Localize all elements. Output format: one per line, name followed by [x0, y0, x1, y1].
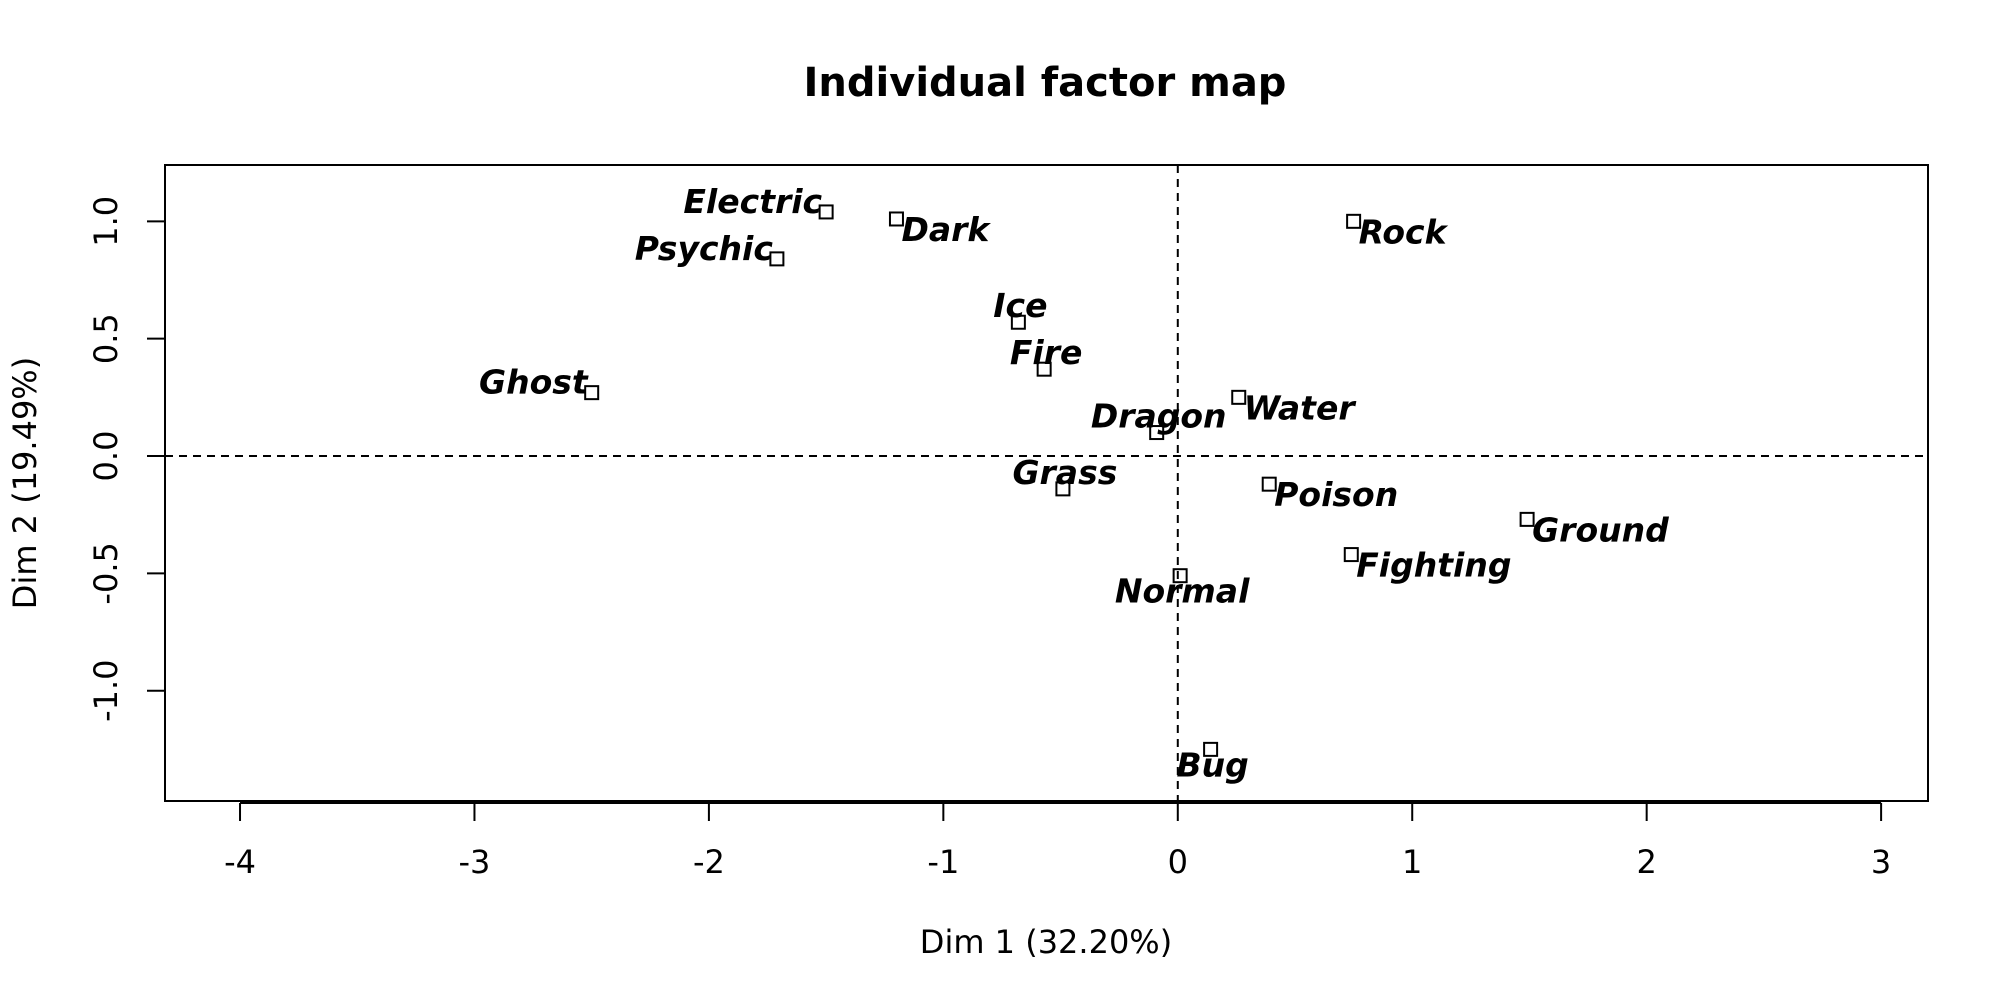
- x-axis-label: Dim 1 (32.20%): [920, 923, 1172, 961]
- y-tick-label: -1.0: [87, 659, 125, 721]
- point-fire: Fire: [1010, 333, 1083, 377]
- point-marker: [1203, 741, 1219, 757]
- point-marker: [1172, 568, 1188, 584]
- point-fighting: Fighting: [1343, 546, 1511, 585]
- point-label: Fighting: [1356, 546, 1511, 585]
- x-tick-label: 1: [1402, 843, 1422, 881]
- point-marker: [1036, 361, 1052, 377]
- y-tick-label: -0.5: [87, 542, 125, 604]
- x-tick-label: 2: [1636, 843, 1656, 881]
- point-marker: [769, 251, 785, 267]
- point-marker: [1343, 547, 1359, 563]
- point-marker: [1231, 389, 1247, 405]
- point-electric: Electric: [683, 182, 834, 221]
- point-label: Ground: [1532, 510, 1669, 549]
- point-label: Ice: [993, 286, 1047, 325]
- point-ice: Ice: [993, 286, 1047, 330]
- point-marker: [1261, 476, 1277, 492]
- point-dark: Dark: [888, 210, 991, 249]
- y-axis: 1.0 0.5 0.0 -0.5 -1.0: [87, 196, 166, 722]
- y-tick-label: 1.0: [87, 196, 125, 247]
- point-bug: Bug: [1176, 741, 1249, 784]
- point-label: Fire: [1010, 333, 1083, 372]
- x-tick-label: -1: [927, 843, 959, 881]
- point-marker: [584, 385, 600, 401]
- point-label: Grass: [1012, 453, 1117, 492]
- point-marker: [1519, 511, 1535, 527]
- point-marker: [1055, 481, 1071, 497]
- point-normal: Normal: [1115, 568, 1250, 611]
- x-tick-label: -3: [459, 843, 491, 881]
- point-poison: Poison: [1261, 475, 1398, 514]
- point-label: Psychic: [635, 229, 774, 268]
- x-tick-label: -2: [693, 843, 725, 881]
- point-label: Dragon: [1091, 397, 1227, 436]
- point-grass: Grass: [1012, 453, 1117, 497]
- point-label: Poison: [1274, 475, 1398, 514]
- point-water: Water: [1231, 388, 1357, 427]
- point-label: Bug: [1176, 745, 1248, 784]
- point-marker: [1010, 314, 1026, 330]
- y-axis-label: Dim 2 (19.49%): [6, 357, 44, 609]
- reference-lines: [165, 165, 1928, 801]
- x-tick-label: 3: [1871, 843, 1891, 881]
- point-label: Normal: [1115, 572, 1250, 611]
- point-rock: Rock: [1346, 212, 1449, 251]
- y-tick-label: 0.5: [87, 313, 125, 364]
- chart-title: Individual factor map: [804, 60, 1287, 106]
- point-label: Ghost: [479, 363, 589, 402]
- point-label: Dark: [901, 210, 991, 249]
- point-ghost: Ghost: [479, 363, 600, 402]
- point-psychic: Psychic: [635, 229, 785, 268]
- point-marker: [1149, 425, 1165, 441]
- x-axis: -4 -3 -2 -1 0 1 2 3: [224, 802, 1891, 881]
- y-tick-label: 0.0: [87, 431, 125, 482]
- point-label: Rock: [1359, 212, 1449, 251]
- data-points: Electric Dark Psychic Rock Ice Fire Ghost Water…: [479, 182, 1669, 784]
- x-tick-label: 0: [1168, 843, 1188, 881]
- point-label: Electric: [683, 182, 822, 221]
- point-dragon: Dragon: [1091, 397, 1227, 441]
- point-marker: [818, 204, 834, 220]
- point-marker: [1346, 213, 1362, 229]
- point-marker: [888, 211, 904, 227]
- x-tick-label: -4: [224, 843, 256, 881]
- point-ground: Ground: [1519, 510, 1669, 549]
- point-label: Water: [1244, 388, 1357, 427]
